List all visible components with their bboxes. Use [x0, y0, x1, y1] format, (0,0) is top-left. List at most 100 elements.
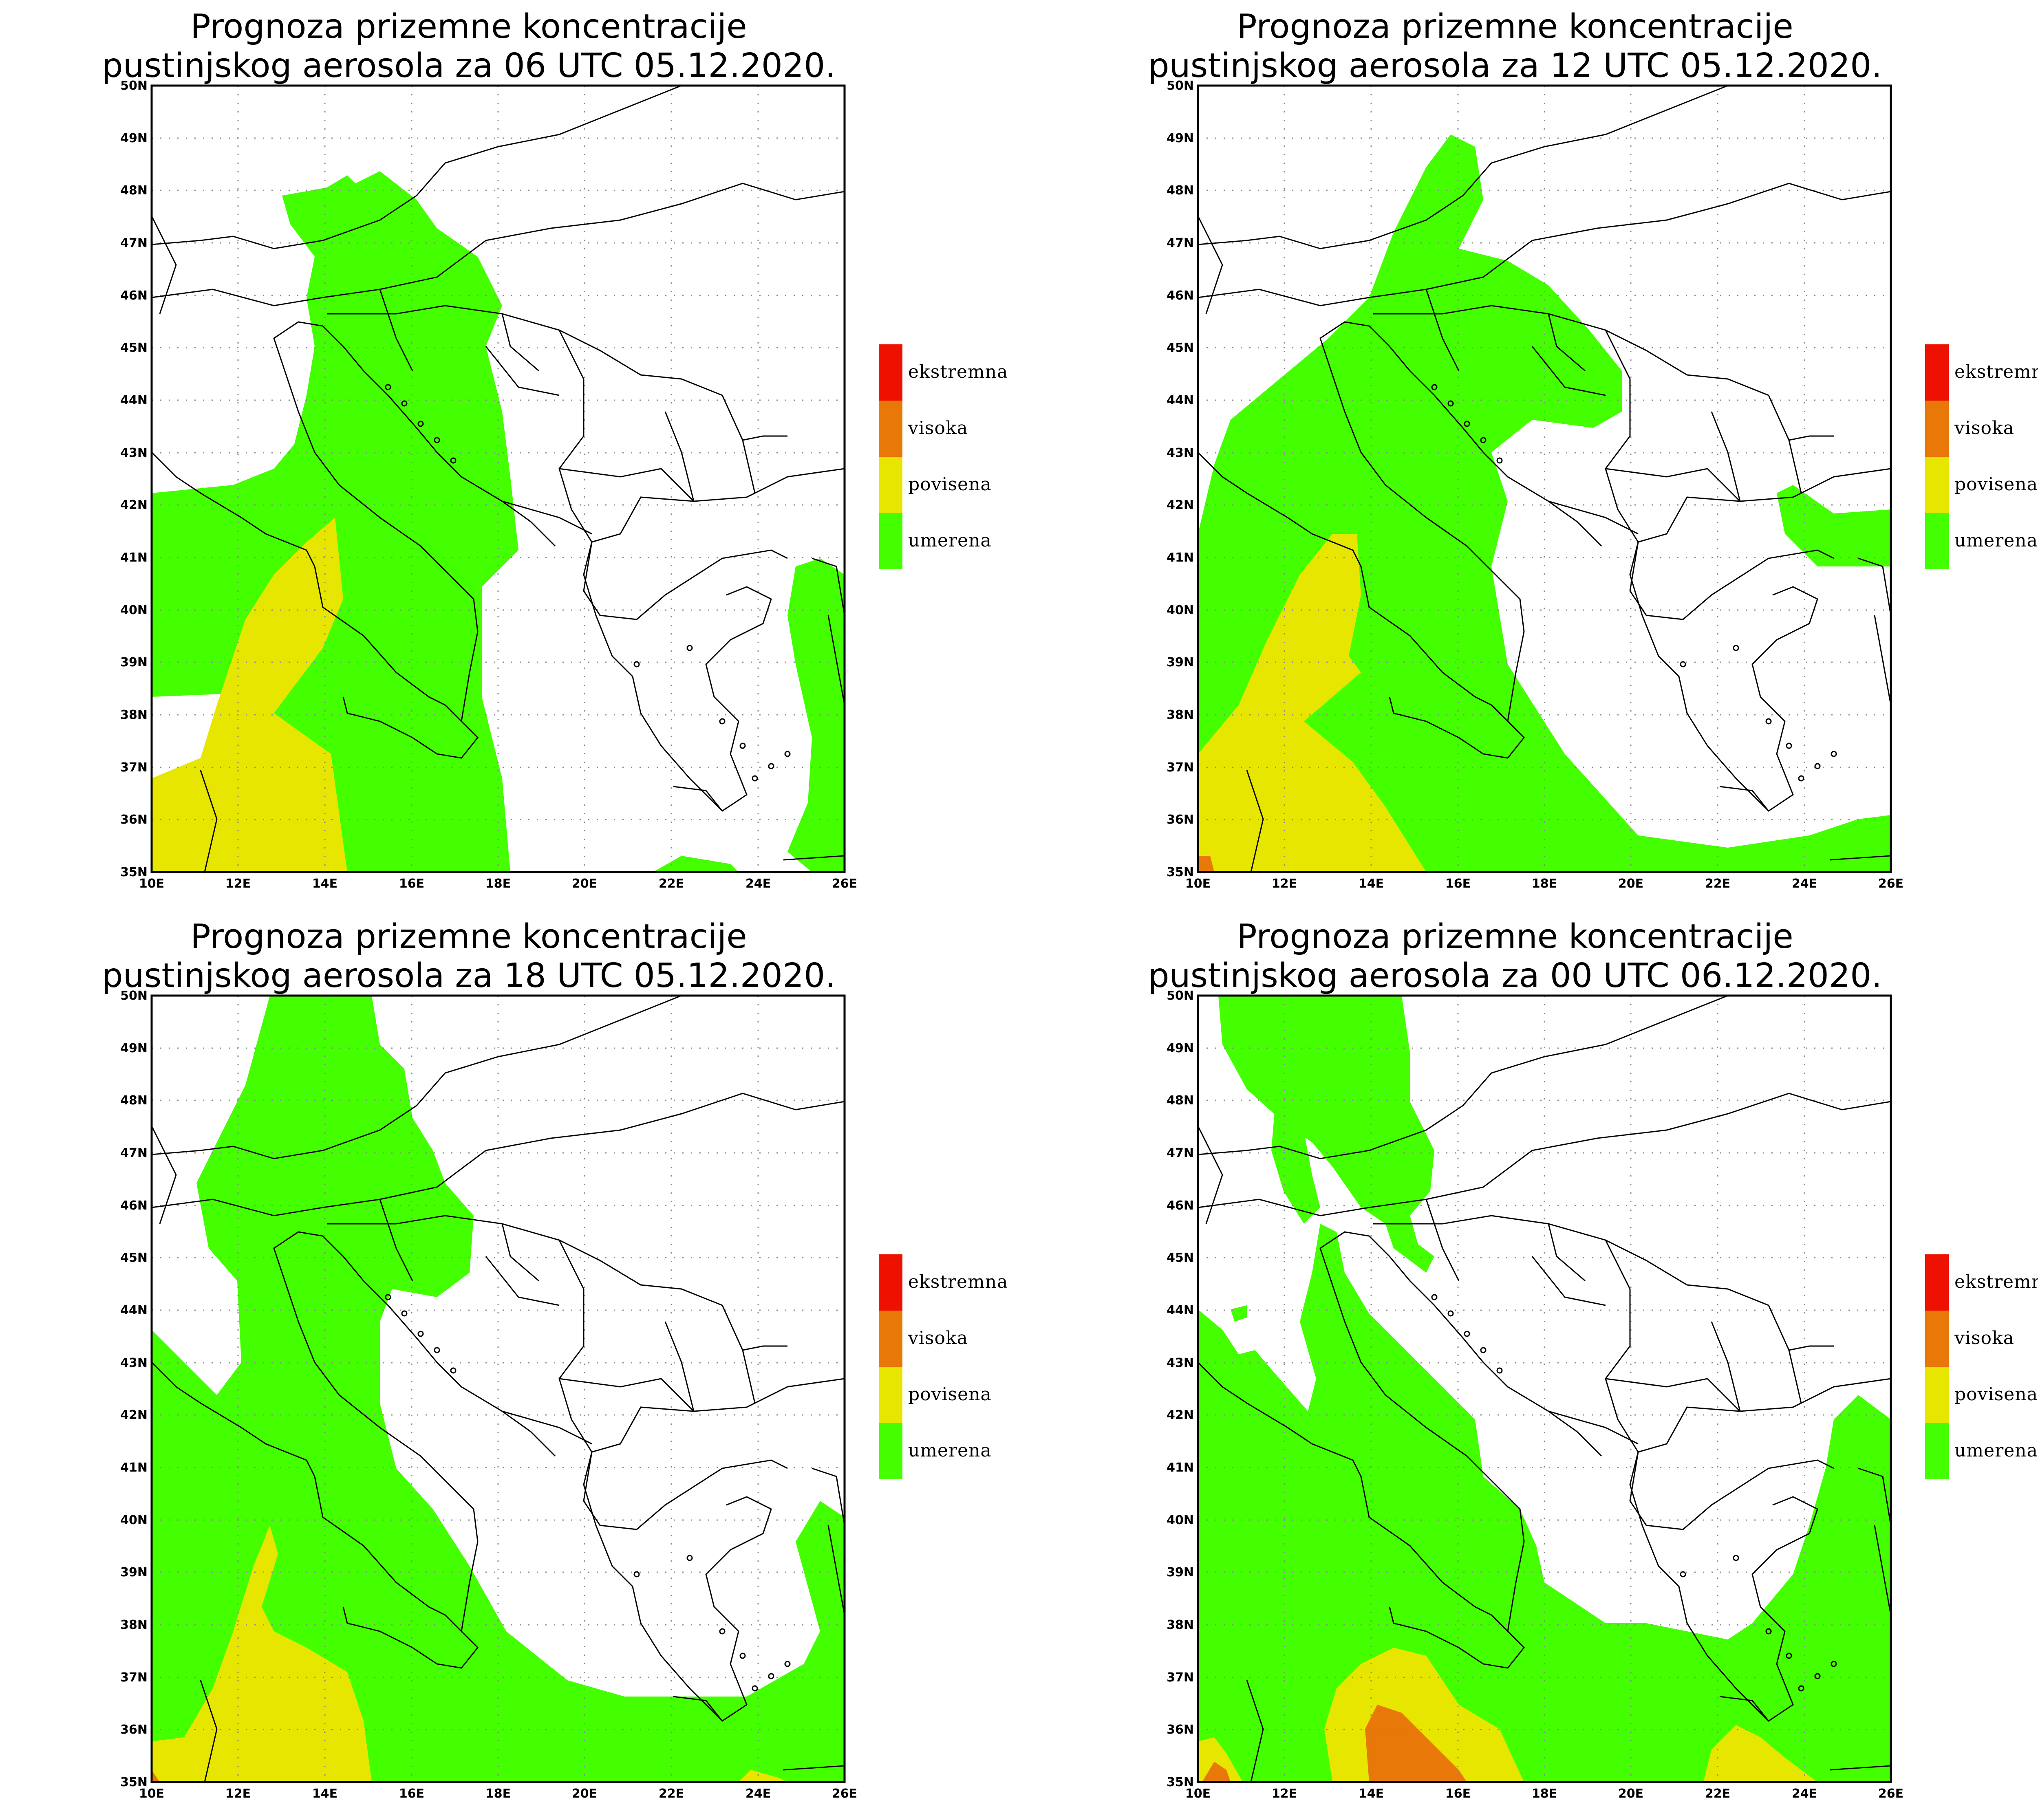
svg-text:39N: 39N — [1167, 1565, 1194, 1580]
country-borders — [1197, 995, 1891, 1530]
povisena-area — [152, 518, 347, 872]
legend-label: ekstremna — [908, 361, 1008, 382]
svg-text:45N: 45N — [1167, 1251, 1194, 1265]
svg-text:42N: 42N — [120, 498, 148, 512]
svg-text:37N: 37N — [1167, 760, 1194, 775]
legend-item-umerena: umerena — [879, 513, 1042, 569]
panel-title: Prognoza prizemne koncentracije pustinjs… — [1128, 917, 1902, 996]
umerena-area — [1198, 134, 1891, 872]
svg-text:10E: 10E — [139, 1787, 164, 1801]
concentration-fields — [152, 171, 845, 872]
svg-text:47N: 47N — [120, 236, 148, 250]
visoka-area — [152, 1770, 160, 1782]
svg-text:14E: 14E — [312, 1787, 337, 1801]
legend-item-povisena: povisena — [879, 457, 1042, 513]
panel-title-line2: pustinjskog aerosola za 06 UTC 05.12.202… — [101, 46, 836, 85]
legend-label: povisena — [908, 1384, 992, 1405]
svg-text:37N: 37N — [120, 760, 148, 775]
svg-text:43N: 43N — [120, 446, 148, 460]
svg-text:16E: 16E — [399, 1787, 424, 1801]
svg-text:35N: 35N — [1167, 865, 1194, 879]
legend-swatch — [1925, 1423, 1949, 1479]
map-frame — [1197, 84, 1892, 873]
svg-text:38N: 38N — [120, 708, 148, 722]
legend-swatch — [879, 457, 902, 513]
svg-text:50N: 50N — [120, 79, 148, 93]
svg-text:41N: 41N — [1167, 1461, 1194, 1475]
svg-text:10E: 10E — [139, 877, 164, 891]
svg-text:36N: 36N — [1167, 813, 1194, 827]
legend-item-umerena: umerena — [1925, 513, 2038, 569]
svg-text:49N: 49N — [1167, 1041, 1194, 1055]
map-frame — [150, 994, 846, 1783]
lon-tick-labels: 10E 12E 14E 16E 18E 20E 22E 24E 26E — [139, 1787, 857, 1801]
svg-text:43N: 43N — [1167, 446, 1194, 460]
umerena-area — [152, 996, 845, 1782]
legend-label: umerena — [1954, 530, 2038, 551]
svg-text:12E: 12E — [225, 1787, 251, 1801]
legend-label: umerena — [908, 1440, 992, 1461]
svg-text:26E: 26E — [1878, 1787, 1903, 1801]
legend-item-povisena: povisena — [879, 1367, 1042, 1423]
panel-title-line1: Prognoza prizemne koncentracije — [1237, 7, 1793, 46]
panel-title-line1: Prognoza prizemne koncentracije — [190, 917, 747, 956]
svg-text:37N: 37N — [1167, 1670, 1194, 1685]
legend-swatch — [1925, 457, 1949, 513]
umerena-area-southeast — [1809, 839, 1891, 872]
map-frame — [1197, 994, 1892, 1783]
legend-swatch — [1925, 1311, 1949, 1367]
coastlines — [1197, 321, 1892, 873]
svg-text:47N: 47N — [1167, 236, 1194, 250]
coastlines — [151, 321, 845, 873]
panel-title-line2: pustinjskog aerosola za 18 UTC 05.12.202… — [101, 956, 836, 995]
svg-text:20E: 20E — [1618, 877, 1643, 891]
svg-text:47N: 47N — [1167, 1146, 1194, 1160]
coastlines — [1197, 1231, 1892, 1783]
svg-text:40N: 40N — [120, 1513, 148, 1527]
svg-text:39N: 39N — [1167, 655, 1194, 670]
legend-item-umerena: umerena — [1925, 1423, 2038, 1479]
svg-text:24E: 24E — [746, 877, 771, 891]
legend-label: ekstremna — [1954, 1271, 2038, 1292]
legend-label: ekstremna — [1954, 361, 2038, 382]
svg-text:50N: 50N — [1167, 989, 1194, 1003]
povisena-area — [152, 1525, 372, 1782]
svg-text:20E: 20E — [572, 877, 597, 891]
visoka-area — [1365, 1705, 1467, 1782]
panel-title: Prognoza prizemne koncentracije pustinjs… — [82, 7, 856, 86]
svg-text:24E: 24E — [746, 1787, 771, 1801]
svg-text:49N: 49N — [120, 131, 148, 145]
svg-text:22E: 22E — [659, 877, 684, 891]
svg-text:20E: 20E — [1618, 1787, 1643, 1801]
legend-label: povisena — [908, 474, 992, 495]
legend-label: povisena — [1954, 1384, 2038, 1405]
forecast-panel-18utc: Prognoza prizemne koncentracije pustinjs… — [0, 910, 1046, 1820]
svg-text:48N: 48N — [120, 1093, 148, 1108]
panel-title-line1: Prognoza prizemne koncentracije — [190, 7, 747, 46]
legend-swatch — [879, 401, 902, 457]
svg-text:18E: 18E — [1532, 1787, 1557, 1801]
lon-tick-labels: 10E 12E 14E 16E 18E 20E 22E 24E 26E — [139, 877, 857, 891]
svg-text:35N: 35N — [120, 1775, 148, 1789]
svg-text:42N: 42N — [120, 1408, 148, 1422]
forecast-panel-12utc: Prognoza prizemne koncentracije pustinjs… — [1046, 0, 2038, 910]
povisena-area-southeast — [1703, 1725, 1817, 1782]
legend-label: umerena — [1954, 1440, 2038, 1461]
svg-text:50N: 50N — [120, 989, 148, 1003]
svg-text:41N: 41N — [120, 551, 148, 565]
svg-text:49N: 49N — [120, 1041, 148, 1055]
svg-text:14E: 14E — [1359, 877, 1384, 891]
concentration-legend: ekstremna visoka povisena umerena — [1925, 344, 2038, 569]
legend-item-ekstremna: ekstremna — [1925, 344, 2038, 401]
svg-text:46N: 46N — [120, 1199, 148, 1213]
concentration-legend: ekstremna visoka povisena umerena — [879, 344, 1042, 569]
svg-text:44N: 44N — [120, 393, 148, 408]
svg-text:46N: 46N — [1167, 1199, 1194, 1213]
svg-text:16E: 16E — [1445, 877, 1471, 891]
svg-text:40N: 40N — [120, 603, 148, 617]
panel-title: Prognoza prizemne koncentracije pustinjs… — [82, 917, 856, 996]
